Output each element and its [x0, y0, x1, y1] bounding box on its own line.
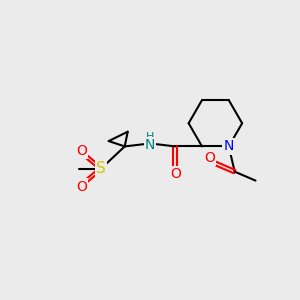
Text: O: O	[76, 144, 87, 158]
Text: N: N	[224, 140, 234, 153]
Text: O: O	[204, 151, 215, 165]
Text: H: H	[146, 132, 154, 142]
Text: S: S	[96, 161, 106, 176]
Text: N: N	[145, 138, 155, 152]
Text: O: O	[170, 167, 181, 181]
Text: O: O	[76, 179, 87, 194]
